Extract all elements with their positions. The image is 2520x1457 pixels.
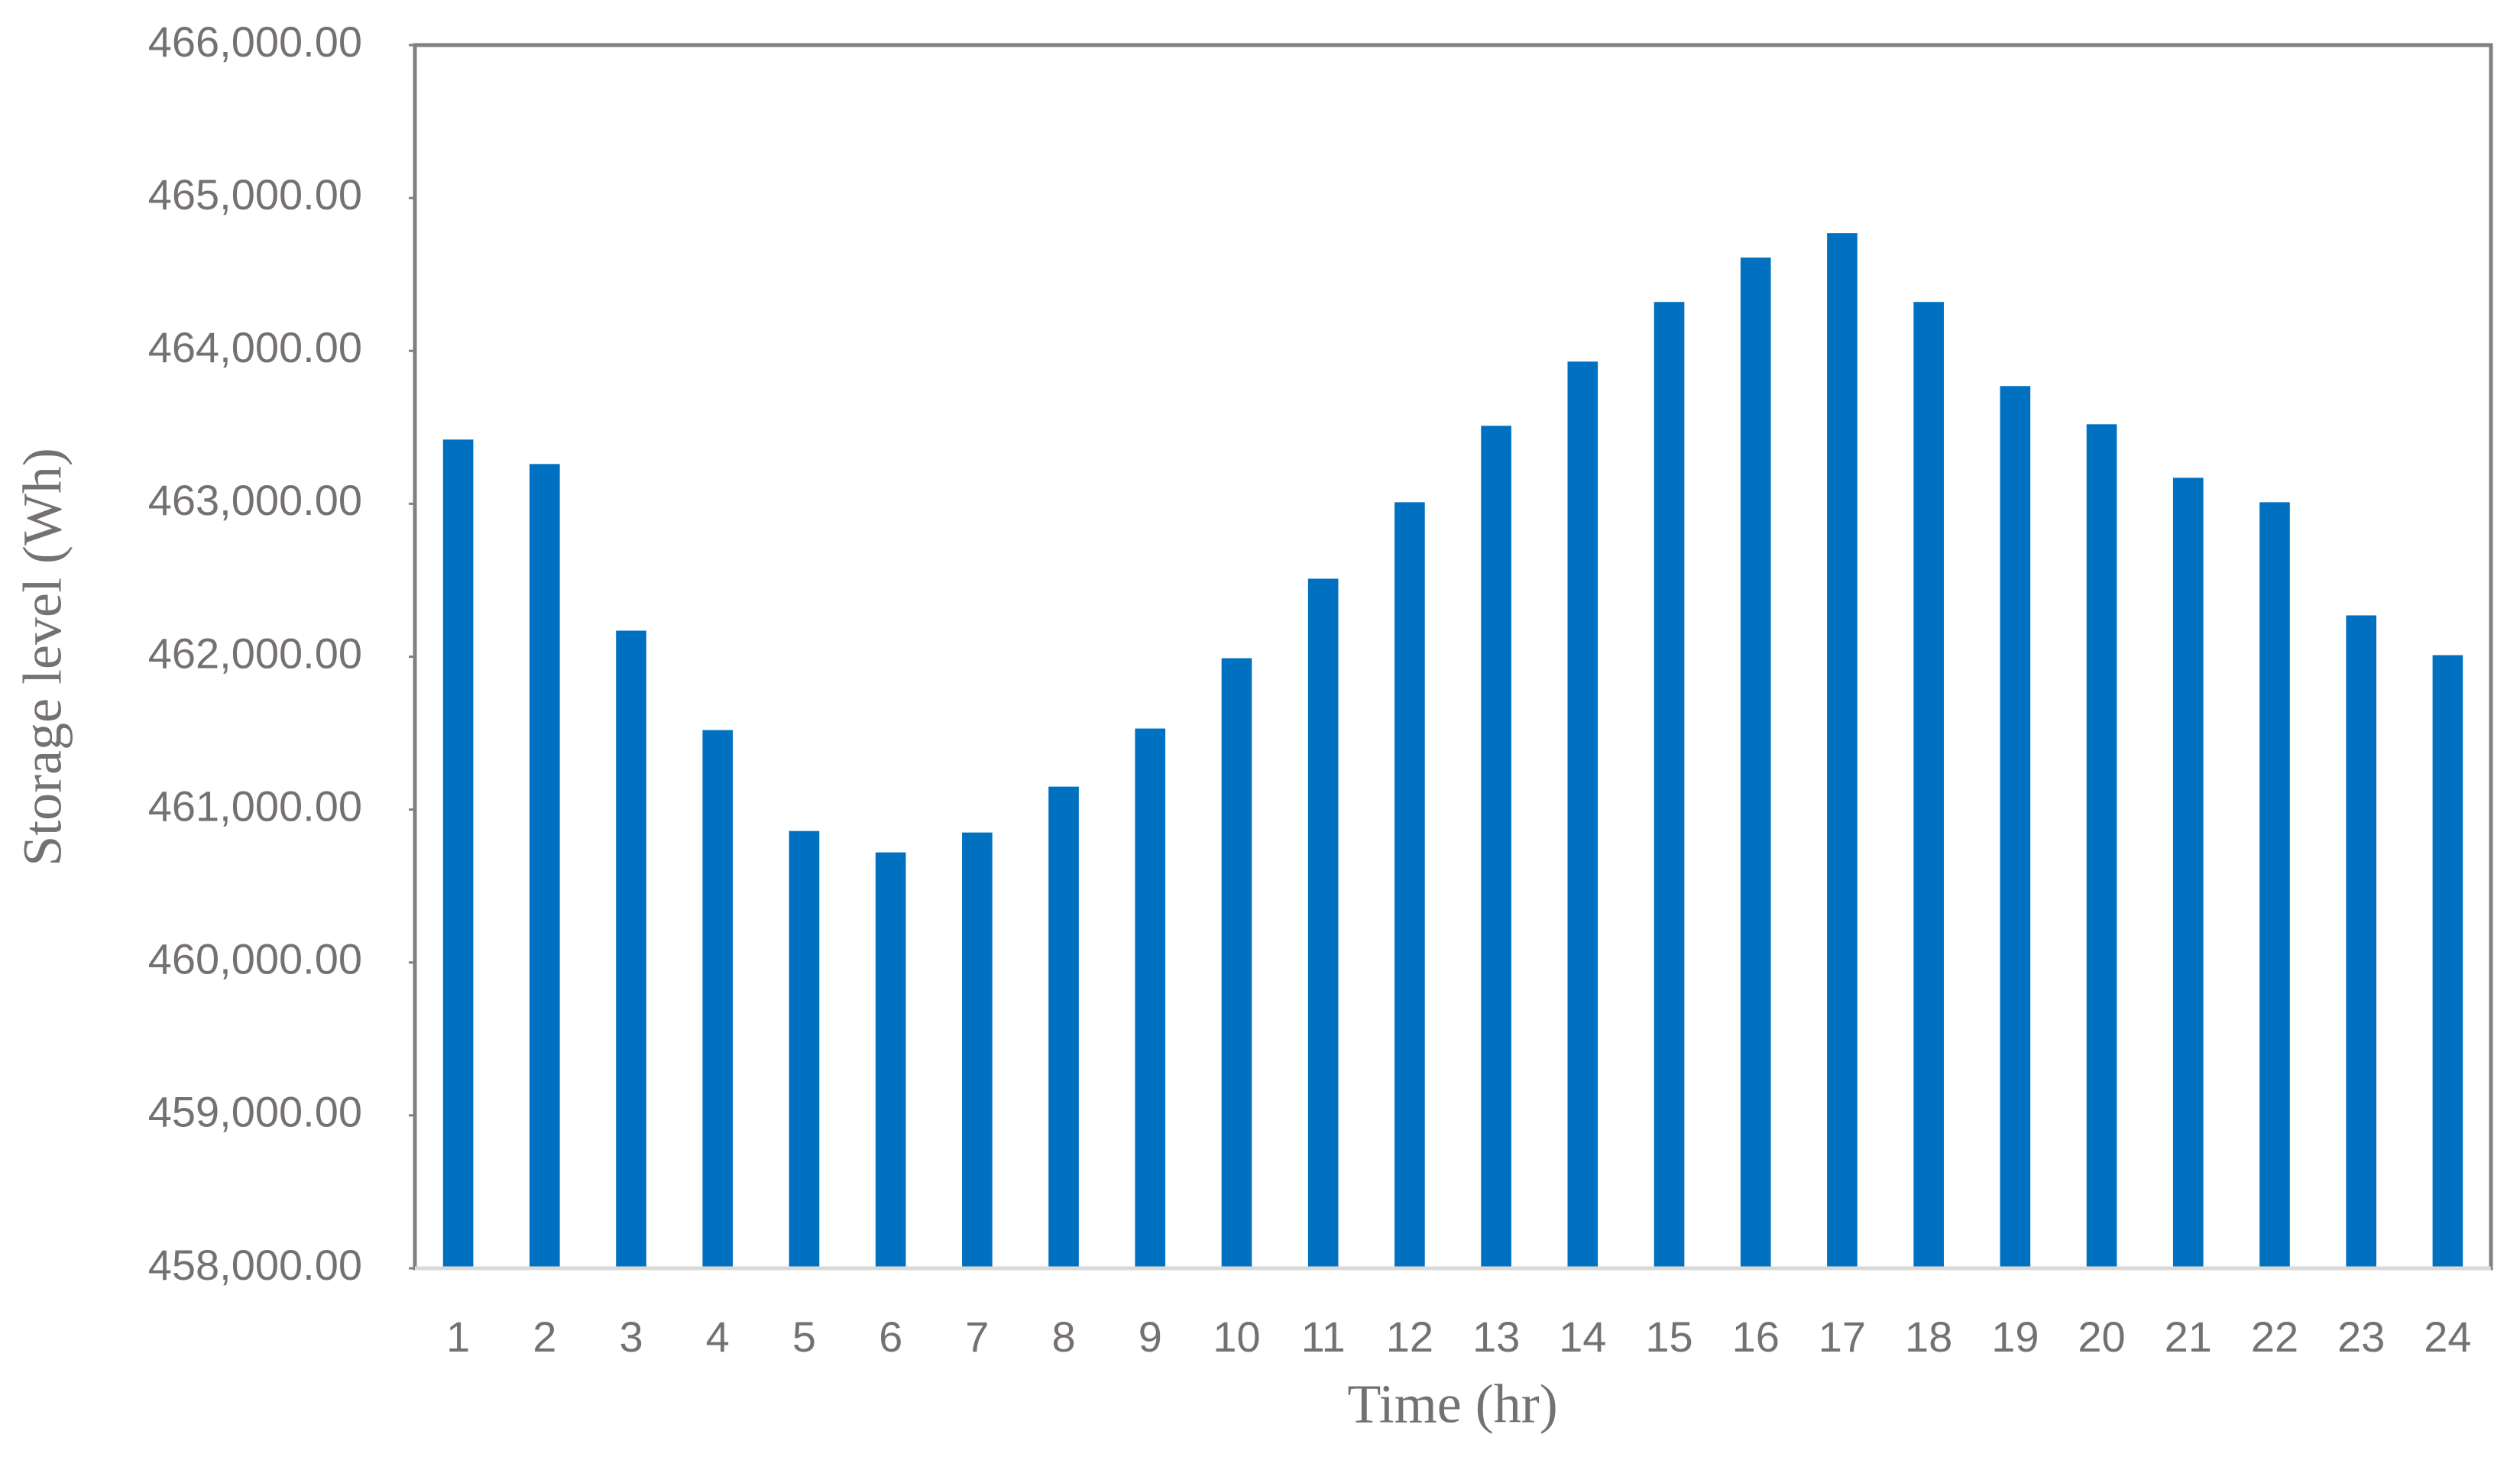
bar [1394,502,1425,1268]
y-tick-label: 462,000.00 [148,629,362,677]
x-tick-label: 17 [1819,1313,1866,1361]
bar [616,630,646,1268]
y-tick-label: 465,000.00 [148,170,362,219]
x-tick-label: 12 [1386,1313,1433,1361]
bar [1048,786,1079,1268]
bar [530,464,560,1268]
bar [962,832,993,1268]
bar [1567,361,1598,1268]
y-axis-title: Storage level (Wh) [12,448,73,866]
bar [1827,233,1858,1268]
bar [702,730,734,1268]
bar [1481,426,1511,1268]
x-tick-label: 23 [2337,1313,2385,1361]
x-tick-label: 9 [1139,1313,1162,1361]
x-tick-label: 19 [1991,1313,2039,1361]
x-tick-label: 7 [965,1313,989,1361]
x-tick-label: 18 [1905,1313,1952,1361]
bar [2259,502,2290,1268]
x-tick-label: 1 [446,1313,470,1361]
x-tick-label: 15 [1645,1313,1692,1361]
bar [1221,658,1252,1268]
y-tick-label: 464,000.00 [148,323,362,371]
bar [1135,728,1166,1268]
y-tick-label: 461,000.00 [148,782,362,830]
x-tick-label: 13 [1472,1313,1520,1361]
x-tick-label: 20 [2078,1313,2125,1361]
x-tick-label: 22 [2251,1313,2298,1361]
x-tick-label: 14 [1559,1313,1606,1361]
y-tick-label: 463,000.00 [148,476,362,524]
x-tick-label: 24 [2424,1313,2471,1361]
bar [2172,478,2204,1268]
y-tick-label: 466,000.00 [148,18,362,66]
bar [2432,655,2463,1268]
x-tick-label: 6 [879,1313,902,1361]
x-tick-label: 8 [1051,1313,1075,1361]
x-tick-label: 3 [619,1313,643,1361]
bar [875,852,906,1268]
x-tick-label: 16 [1732,1313,1780,1361]
y-tick-label: 459,000.00 [148,1088,362,1136]
y-tick-label: 458,000.00 [148,1241,362,1289]
bar [1740,257,1771,1269]
bar [2000,386,2031,1268]
bar [2086,424,2117,1268]
bar [1913,302,1944,1269]
x-tick-label: 10 [1213,1313,1260,1361]
y-tick-label: 460,000.00 [148,935,362,983]
x-tick-label: 21 [2165,1313,2212,1361]
bar [442,439,474,1268]
bar [1654,302,1685,1269]
x-tick-label: 2 [533,1313,556,1361]
bar [2346,615,2376,1268]
x-axis-title: Time (hr) [1347,1374,1557,1435]
bar [789,830,820,1268]
x-tick-label: 11 [1301,1313,1346,1361]
bar [1307,578,1339,1268]
x-tick-label: 5 [792,1313,816,1361]
x-tick-label: 4 [706,1313,730,1361]
